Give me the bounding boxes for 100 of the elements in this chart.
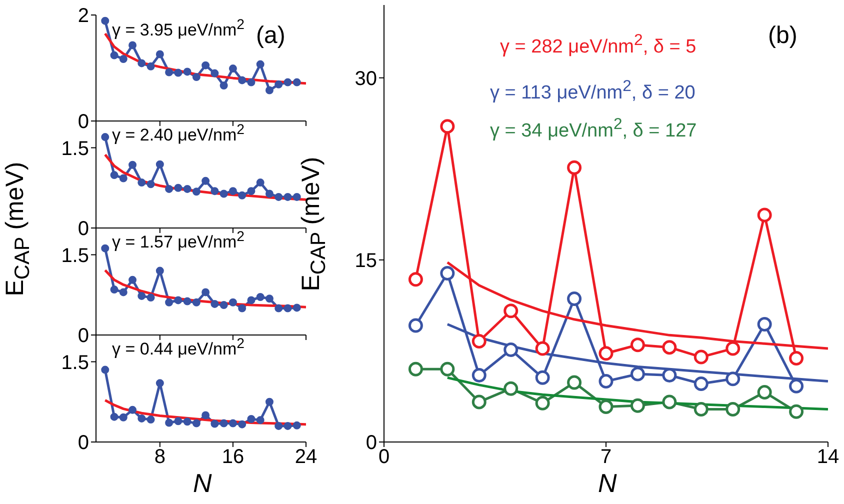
point <box>228 298 237 306</box>
point <box>256 178 264 187</box>
point <box>238 420 246 428</box>
point <box>757 208 772 222</box>
point <box>202 288 210 296</box>
point <box>408 362 423 376</box>
x-axis-title: N <box>598 468 617 499</box>
x-axis-title: N <box>193 468 212 499</box>
point <box>472 394 486 410</box>
point <box>567 375 582 390</box>
point <box>662 394 677 410</box>
point <box>284 422 292 430</box>
point <box>220 419 228 428</box>
point <box>138 59 146 68</box>
x-tick-label: 8 <box>154 446 166 468</box>
point <box>238 76 246 84</box>
point <box>440 266 455 281</box>
point <box>238 191 246 200</box>
point <box>274 304 283 312</box>
point <box>146 62 155 70</box>
y-tick-label: 0 <box>78 111 89 134</box>
point <box>662 340 677 355</box>
point <box>110 286 118 294</box>
point <box>165 418 174 427</box>
point <box>265 398 274 406</box>
point <box>119 54 128 63</box>
point <box>165 184 174 193</box>
annotation: γ = 3.95 μeV/nm$^{2}$ <box>112 17 244 41</box>
point <box>726 372 740 386</box>
y-tick-label: 1.5 <box>61 244 89 267</box>
point <box>726 341 740 356</box>
point <box>274 192 283 201</box>
y-tick-label: 0 <box>78 218 89 240</box>
x-tick-label: 16 <box>222 446 244 468</box>
point <box>128 41 137 50</box>
point <box>440 362 455 376</box>
point <box>504 304 518 318</box>
point <box>110 412 118 421</box>
point <box>274 80 283 88</box>
point <box>292 192 301 201</box>
point <box>789 378 804 394</box>
point <box>210 187 219 196</box>
point <box>202 411 210 420</box>
point <box>228 187 237 196</box>
point <box>598 374 614 389</box>
point <box>408 272 423 287</box>
annotation: γ = 1.57 μeV/nm$^{2}$ <box>112 229 244 253</box>
point <box>408 318 423 333</box>
point <box>210 300 219 308</box>
point <box>292 421 301 430</box>
point <box>292 78 301 86</box>
point <box>630 398 645 413</box>
point <box>789 350 804 366</box>
point <box>247 296 256 304</box>
point <box>256 293 264 302</box>
x-tick-label: 7 <box>600 446 612 468</box>
point <box>101 16 110 25</box>
annotation: (b) <box>768 22 798 50</box>
point <box>598 400 614 414</box>
x-tick-label: 24 <box>294 446 318 468</box>
point <box>110 171 118 180</box>
y-tick-label: 0 <box>78 325 89 348</box>
point <box>292 304 301 312</box>
point <box>165 68 174 76</box>
annotation: γ = 0.44 μeV/nm$^{2}$ <box>112 336 244 360</box>
y-tick-label: 1.5 <box>61 138 89 160</box>
point <box>274 422 283 430</box>
point <box>210 420 219 428</box>
point <box>228 419 237 428</box>
point <box>146 180 155 188</box>
point <box>662 368 677 382</box>
point <box>210 69 219 78</box>
point <box>472 368 486 382</box>
point <box>101 366 110 374</box>
point <box>138 414 146 422</box>
point <box>256 416 264 424</box>
point <box>183 297 192 306</box>
y-tick-label: 2 <box>78 5 89 28</box>
y-tick-label: 15 <box>354 250 377 272</box>
point <box>119 413 128 422</box>
point <box>535 370 550 385</box>
point <box>174 184 182 192</box>
point <box>567 160 582 175</box>
point <box>119 174 128 182</box>
point <box>757 317 772 332</box>
y-tick-label: 0 <box>366 432 377 454</box>
point <box>472 334 486 348</box>
point <box>146 416 155 424</box>
point <box>174 417 182 426</box>
point <box>256 60 264 68</box>
y-tick-label: 1.5 <box>61 352 89 374</box>
point <box>192 419 200 428</box>
point <box>284 78 292 86</box>
point <box>535 396 550 410</box>
point <box>183 184 192 193</box>
point <box>174 68 182 77</box>
point <box>220 301 228 310</box>
point <box>265 190 274 198</box>
point <box>630 338 645 352</box>
point <box>192 188 200 196</box>
